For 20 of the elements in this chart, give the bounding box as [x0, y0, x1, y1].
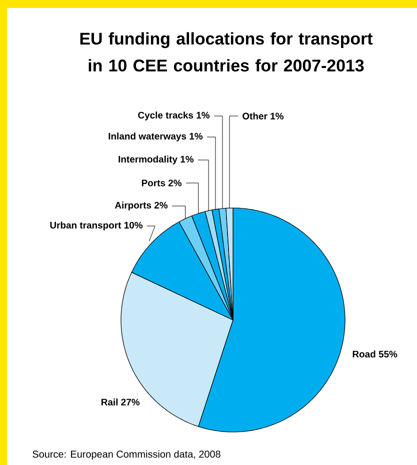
- slice-label: Urban transport: [50, 222, 122, 230]
- data-label: 1%: [270, 112, 284, 120]
- slice-label: Ports: [142, 180, 166, 186]
- data-label: 27%: [121, 398, 140, 406]
- data-label: 10%: [124, 222, 143, 229]
- slice-label: Cycle tracks: [138, 112, 194, 120]
- slice-label: Rail: [102, 398, 118, 406]
- slice-label: Airports: [114, 202, 152, 210]
- data-label: 55%: [378, 350, 398, 358]
- data-label: 1%: [190, 132, 203, 140]
- slice-label: Other: [242, 112, 268, 120]
- chart-title: EU funding allocations for transport in 10 CEE countries for 2007-2013: [80, 32, 373, 72]
- slice-label: Intermodality: [118, 156, 178, 164]
- data-label: 2%: [154, 202, 168, 209]
- source-note: Source: European Commission data, 2008: [32, 450, 220, 460]
- slice-label: Inland waterways: [108, 132, 186, 142]
- data-label: 2%: [168, 180, 182, 186]
- data-label: 1%: [180, 156, 194, 163]
- slice-label: Road: [352, 350, 376, 358]
- data-label: 1%: [196, 112, 210, 119]
